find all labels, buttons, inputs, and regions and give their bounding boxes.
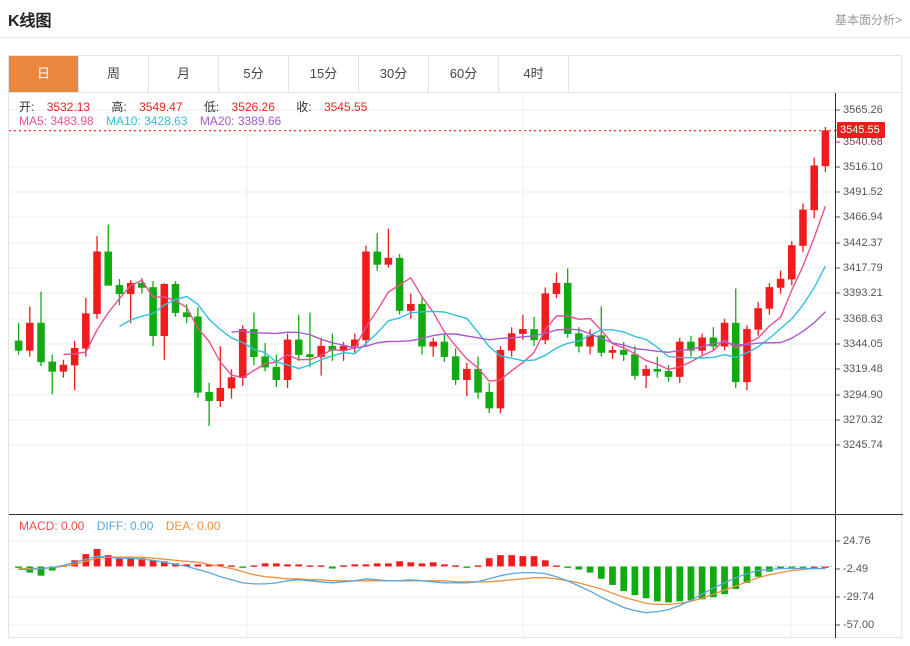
high-label: 高:	[111, 100, 127, 114]
page-header: K线图 基本面分析>	[0, 0, 910, 38]
ma10-legend: MA10: 3428.63	[106, 114, 188, 128]
chart-area: 开: 3532.13 高: 3549.47 低: 3526.26 收: 3545…	[8, 93, 903, 638]
price-panel: 开: 3532.13 高: 3549.47 低: 3526.26 收: 3545…	[9, 93, 903, 514]
price-axis-tick	[836, 318, 840, 320]
macd-legend: MACD: 0.00 DIFF: 0.00 DEA: 0.00	[19, 519, 229, 533]
price-axis: 3565.26 3545.55 3540.68 3516.10 3491.52 3466.…	[835, 93, 903, 514]
macd-axis-label: -29.74	[843, 591, 875, 603]
tab-filler	[569, 56, 901, 92]
dea-value-legend: DEA: 0.00	[165, 519, 221, 533]
page-title: K线图	[8, 13, 52, 30]
macd-axis-tick	[836, 540, 840, 542]
tab-周[interactable]: 周	[79, 56, 149, 92]
price-axis-tick	[836, 166, 840, 168]
tab-4时[interactable]: 4时	[499, 56, 569, 92]
close-label: 收:	[296, 100, 312, 114]
tab-5分[interactable]: 5分	[219, 56, 289, 92]
ma-legend: MA5: 3483.98 MA10: 3428.63 MA20: 3389.66	[19, 114, 290, 128]
price-axis-label: 3294.90	[843, 389, 883, 401]
price-axis-tick	[836, 216, 840, 218]
close-value: 3545.55	[323, 100, 368, 114]
tab-30分[interactable]: 30分	[359, 56, 429, 92]
price-axis-label: 3319.48	[843, 363, 883, 375]
price-axis-label: 3417.79	[843, 262, 883, 274]
price-axis-label: 3516.10	[843, 161, 883, 173]
macd-axis-label: -2.49	[843, 563, 869, 575]
tab-日[interactable]: 日	[9, 56, 79, 92]
price-axis-tick	[836, 444, 840, 446]
price-axis-label: 3466.94	[843, 211, 883, 223]
tab-60分[interactable]: 60分	[429, 56, 499, 92]
price-axis-tick	[836, 292, 840, 294]
price-axis-tick	[836, 109, 840, 111]
price-axis-label: 3491.52	[843, 186, 883, 198]
macd-panel: MACD: 0.00 DIFF: 0.00 DEA: 0.00 24.76 -2.…	[9, 514, 903, 638]
open-value: 3532.13	[46, 100, 91, 114]
price-axis-tick	[836, 343, 840, 345]
price-axis-tick	[836, 191, 840, 193]
open-label: 开:	[19, 100, 35, 114]
price-axis-tick	[836, 368, 840, 370]
macd-axis-label: -57.00	[843, 619, 875, 631]
current-price-badge: 3545.55	[837, 122, 885, 138]
candlestick-svg	[9, 93, 835, 514]
tab-15分[interactable]: 15分	[289, 56, 359, 92]
macd-axis-label: 24.76	[843, 535, 871, 547]
price-axis-tick	[836, 394, 840, 396]
price-axis-tick	[836, 267, 840, 269]
price-axis-label: 3245.74	[843, 439, 883, 451]
price-axis-tick	[836, 419, 840, 421]
macd-plot[interactable]	[9, 515, 835, 638]
ohlc-legend: 开: 3532.13 高: 3549.47 低: 3526.26 收: 3545…	[19, 98, 385, 115]
price-axis-label: 3393.21	[843, 287, 883, 299]
macd-svg	[9, 515, 835, 638]
price-axis-label: 3540.68	[843, 136, 883, 148]
price-axis-label: 3442.37	[843, 237, 883, 249]
candlestick-plot[interactable]	[9, 93, 835, 514]
macd-axis-tick	[836, 596, 840, 598]
diff-value-legend: DIFF: 0.00	[96, 519, 154, 533]
macd-axis-tick	[836, 624, 840, 626]
price-axis-label: 3270.32	[843, 414, 883, 426]
price-axis-tick	[836, 141, 840, 143]
low-value: 3526.26	[231, 100, 275, 114]
price-axis-label: 3344.05	[843, 338, 883, 350]
price-axis-label: 3565.26	[843, 104, 883, 116]
ma20-legend: MA20: 3389.66	[199, 114, 282, 128]
period-tabbar: 日周月 5分 15分 30分 60分 4时	[8, 55, 902, 93]
high-value: 3549.47	[139, 100, 183, 114]
macd-value-legend: MACD: 0.00	[19, 519, 85, 533]
price-axis-label: 3368.63	[843, 313, 883, 325]
fundamental-analysis-link[interactable]: 基本面分析>	[834, 13, 902, 27]
low-label: 低:	[203, 100, 220, 114]
macd-axis: 24.76 -2.49 -29.74 -57.00	[835, 515, 903, 638]
tab-月[interactable]: 月	[149, 56, 219, 92]
ma5-legend: MA5: 3483.98	[19, 114, 94, 128]
price-axis-tick	[836, 242, 840, 244]
macd-axis-tick	[836, 568, 840, 570]
